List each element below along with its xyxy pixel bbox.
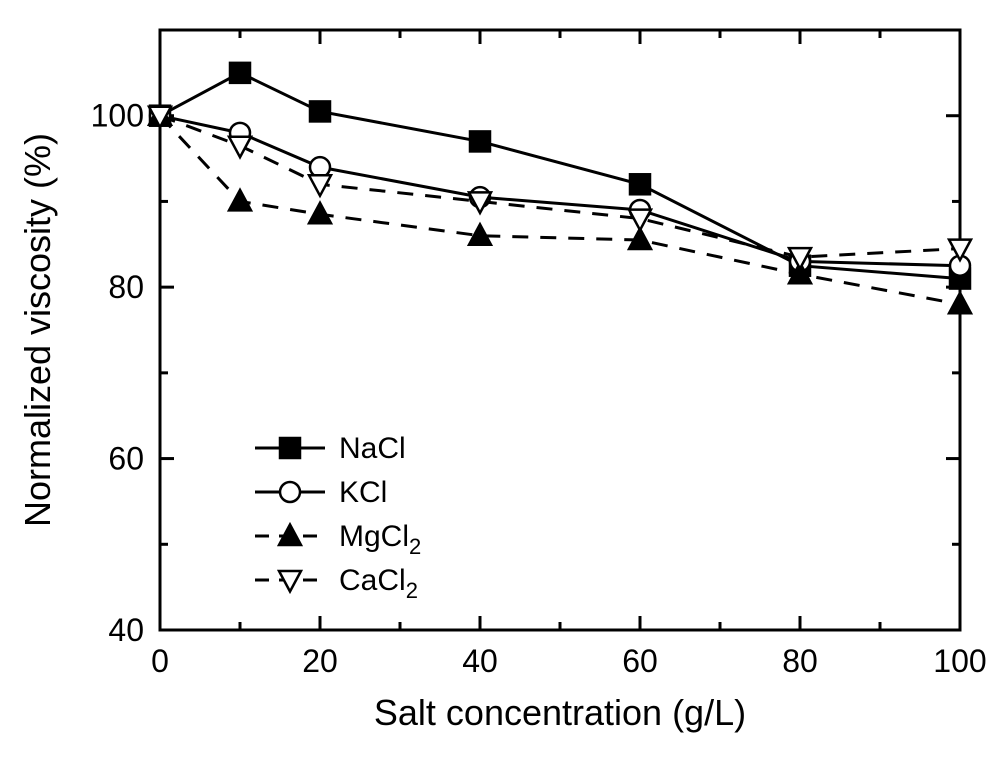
x-tick-label: 20	[302, 643, 338, 679]
y-tick-label: 40	[108, 612, 144, 648]
y-tick-label: 60	[108, 441, 144, 477]
y-tick-label: 80	[108, 269, 144, 305]
legend-label: KCl	[339, 476, 387, 509]
y-axis-label: Normalized viscosity (%)	[17, 133, 58, 527]
x-tick-label: 100	[933, 643, 986, 679]
viscosity-chart: 0 20 40 60 80 100 40 60 80 100 Salt concentration …	[0, 0, 1000, 761]
x-tick-label: 80	[782, 643, 818, 679]
chart-container: 0 20 40 60 80 100 40 60 80 100 Salt concentration …	[0, 0, 1000, 761]
y-tick-label: 100	[91, 98, 144, 134]
x-tick-label: 0	[151, 643, 169, 679]
x-tick-label: 60	[622, 643, 658, 679]
x-axis-label: Salt concentration (g/L)	[374, 692, 746, 733]
x-tick-label: 40	[462, 643, 498, 679]
legend-label: NaCl	[339, 432, 406, 465]
